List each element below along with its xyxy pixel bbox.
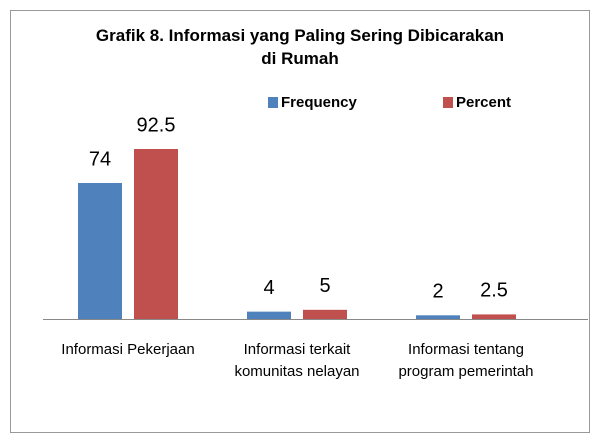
- value-label: 2.5: [480, 280, 508, 302]
- legend-label: Percent: [456, 94, 511, 111]
- bar: [78, 183, 122, 319]
- bar: [134, 149, 178, 319]
- value-label: 74: [89, 148, 111, 170]
- bar: [247, 311, 291, 319]
- x-tick-label: Informasi tentang program pemerintah: [398, 341, 534, 380]
- value-label: 5: [319, 275, 330, 297]
- bar: [303, 309, 347, 319]
- bar: [472, 314, 516, 319]
- value-label: 2: [432, 281, 443, 303]
- legend-swatch: [268, 97, 278, 108]
- x-tick-label: Informasi Pekerjaan: [61, 341, 195, 358]
- legend-label: Frequency: [281, 94, 358, 111]
- chart-title: Grafik 8. Informasi yang Paling Sering D…: [95, 26, 505, 68]
- legend-swatch: [443, 97, 453, 108]
- value-label: 4: [263, 277, 274, 299]
- x-tick-label: Informasi terkait komunitas nelayan: [234, 341, 360, 380]
- bar: [416, 315, 460, 319]
- value-label: 92.5: [137, 114, 176, 136]
